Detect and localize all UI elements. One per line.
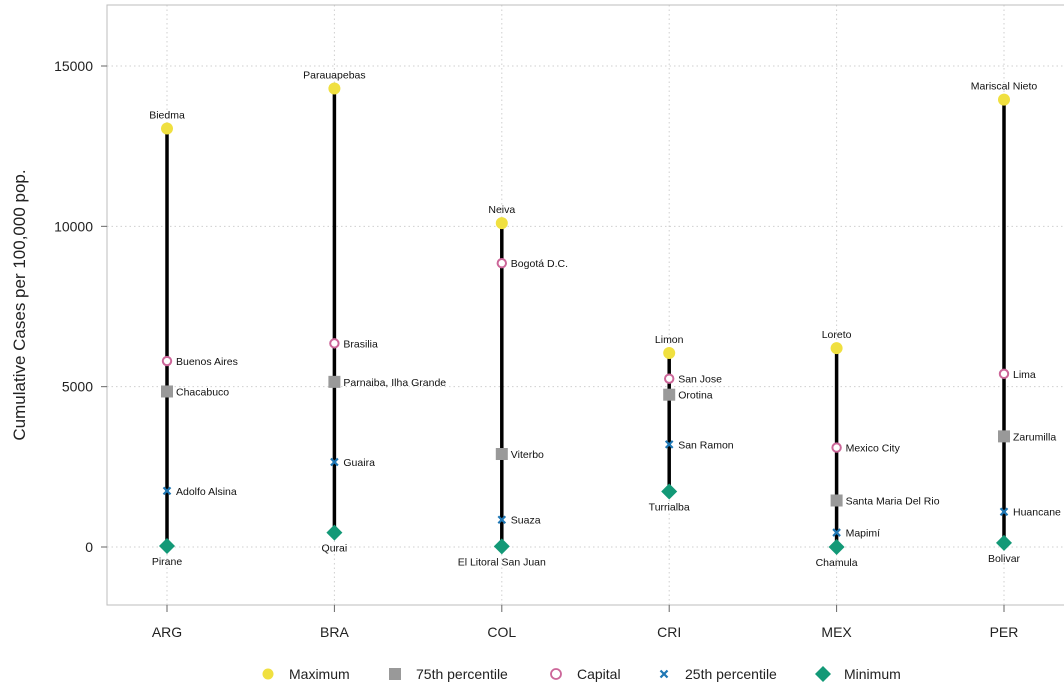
point-label-min: Turrialba: [649, 502, 690, 514]
point-label-capital: San Jose: [678, 374, 722, 386]
point-capital: [831, 442, 842, 453]
point-p25: [999, 507, 1009, 517]
point-label-p25: Suaza: [511, 515, 541, 527]
point-label-p75: Parnaiba, Ilha Grande: [343, 377, 446, 389]
point-max: [328, 82, 341, 95]
point-capital: [664, 373, 675, 384]
point-p75: [830, 494, 843, 507]
point-max: [161, 122, 173, 135]
point-label-capital: Buenos Aires: [176, 356, 238, 368]
point-label-p25: Adolfo Alsina: [176, 486, 237, 498]
x-tick-label: PER: [990, 624, 1019, 640]
point-label-min: Chamula: [816, 557, 858, 569]
point-label-capital: Brasilia: [343, 338, 378, 350]
x-tick-label: BRA: [320, 624, 349, 640]
point-label-p75: Santa Maria Del Rio: [846, 496, 940, 508]
point-p75: [998, 430, 1010, 443]
plot-frame: [106, 4, 1064, 606]
point-max: [663, 346, 676, 359]
point-label-p75: Viterbo: [511, 449, 544, 461]
point-label-min: El Litoral San Juan: [458, 556, 546, 568]
point-max: [495, 217, 508, 230]
x-tick-label: COL: [487, 624, 516, 640]
point-label-p75: Chacabuco: [176, 386, 229, 398]
point-label-capital: Mexico City: [846, 443, 901, 455]
legend-marker: [815, 666, 831, 682]
point-p75: [663, 388, 676, 401]
cross-stroke: [832, 528, 841, 537]
grid-lines: [107, 5, 1064, 605]
y-axis: 0 5000 10000 15000: [54, 58, 107, 555]
cross-stroke: [162, 486, 172, 496]
cross-stroke: [659, 669, 669, 679]
point-label-p25: Huancane: [1013, 507, 1061, 519]
point-label-p25: Guaira: [343, 457, 375, 469]
point-min: [493, 538, 510, 555]
legend-marker: [389, 668, 401, 680]
point-p25: [664, 440, 674, 449]
y-tick-label: 0: [85, 539, 93, 555]
cross-stroke: [497, 515, 507, 525]
point-min: [159, 538, 175, 555]
legend-label: 75th percentile: [416, 666, 508, 682]
legend-marker: [550, 668, 562, 680]
point-label-max: Biedma: [149, 110, 185, 122]
legend-marker: [262, 668, 274, 680]
point-label-min: Qurai: [322, 543, 348, 555]
x-axis: ARG BRA COL CRI MEX PER: [152, 605, 1019, 640]
point-max: [998, 93, 1010, 106]
point-min: [828, 539, 845, 555]
legend-label: 25th percentile: [685, 666, 777, 682]
legend-marker: [659, 669, 669, 679]
point-capital: [496, 258, 507, 269]
point-label-p75: Orotina: [678, 390, 713, 402]
point-min: [996, 534, 1012, 551]
x-tick-label: ARG: [152, 624, 182, 640]
legend-label: Capital: [577, 666, 621, 682]
cross-stroke: [999, 507, 1009, 517]
point-capital: [161, 355, 173, 367]
point-label-max: Neiva: [488, 204, 515, 216]
point-capital: [329, 338, 340, 349]
point-label-capital: Bogotá D.C.: [511, 258, 568, 270]
point-label-min: Pirane: [152, 556, 183, 568]
point-label-capital: Lima: [1013, 369, 1036, 381]
point-label-p25: San Ramon: [678, 439, 734, 451]
cross-stroke: [664, 440, 674, 449]
point-p25: [162, 486, 172, 496]
legend: Maximum 75th percentile Capital 25th percen…: [262, 666, 901, 682]
point-label-p25: Mapimí: [846, 528, 881, 540]
legend-label: Maximum: [289, 666, 350, 682]
point-p25: [330, 457, 339, 467]
point-label-min: Bolivar: [988, 553, 1021, 565]
point-min: [661, 483, 678, 500]
x-tick-label: MEX: [821, 624, 852, 640]
point-label-max: Limon: [655, 334, 684, 346]
y-axis-label: Cumulative Cases per 100,000 pop.: [10, 169, 29, 440]
y-tick-label: 10000: [54, 218, 93, 234]
point-p75: [161, 385, 173, 398]
point-label-max: Mariscal Nieto: [971, 81, 1038, 93]
y-tick-label: 15000: [54, 58, 93, 74]
point-min: [326, 524, 343, 541]
x-tick-label: CRI: [657, 624, 681, 640]
cross-stroke: [330, 457, 339, 467]
range-stems: [165, 88, 1006, 547]
y-tick-label: 5000: [62, 379, 93, 395]
point-label-max: Loreto: [822, 329, 852, 341]
legend-label: Minimum: [844, 666, 901, 682]
point-capital: [998, 368, 1010, 380]
point-label-p75: Zarumilla: [1013, 431, 1056, 443]
point-p25: [497, 515, 507, 525]
point-max: [830, 342, 843, 355]
data-points: Biedma Parauapebas Neiva Limon Loreto Marisca…: [149, 69, 1061, 569]
point-p25: [832, 528, 841, 537]
point-label-max: Parauapebas: [303, 69, 365, 81]
point-p75: [328, 375, 341, 388]
point-p75: [495, 448, 508, 461]
